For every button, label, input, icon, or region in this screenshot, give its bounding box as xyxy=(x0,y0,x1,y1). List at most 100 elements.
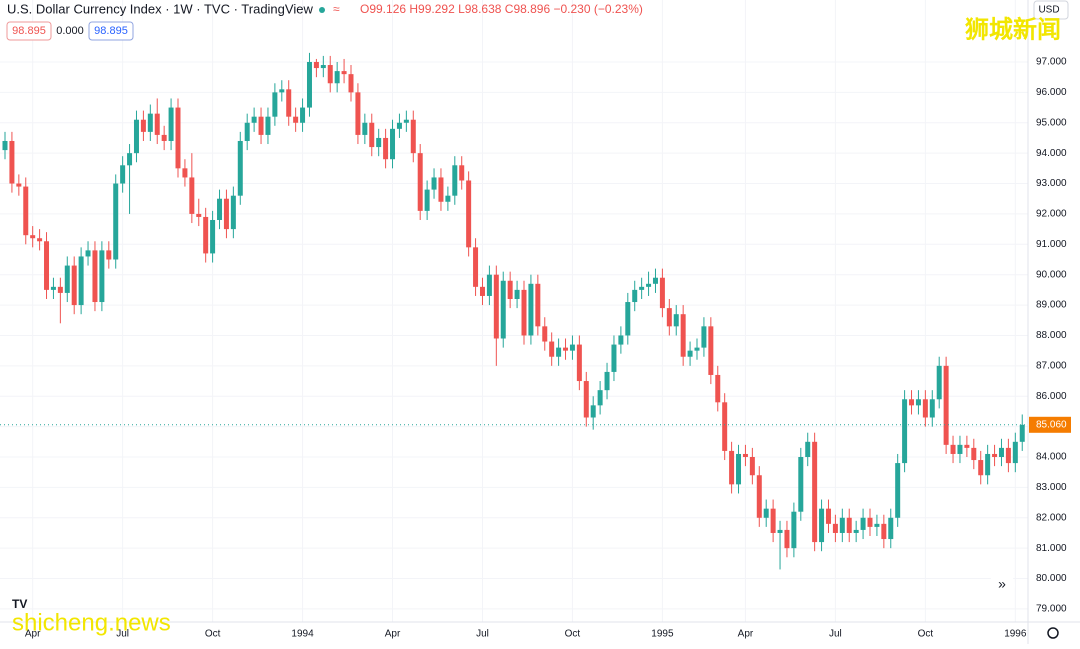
candle-body xyxy=(341,71,347,75)
candle-body xyxy=(286,89,292,117)
candle-body xyxy=(770,508,776,533)
candle-body xyxy=(293,116,299,123)
candle-body xyxy=(556,347,562,357)
candle-body xyxy=(680,314,686,357)
candle-body xyxy=(673,314,679,327)
candle-body xyxy=(431,177,437,190)
candle-body xyxy=(632,289,638,303)
candle-body xyxy=(569,344,575,351)
candle-body xyxy=(44,241,50,290)
candle-body xyxy=(196,213,202,217)
candle-body xyxy=(23,186,29,236)
x-tick-label: 1995 xyxy=(651,629,674,640)
candle-body xyxy=(846,517,852,533)
candle-body xyxy=(189,177,195,214)
candle-body xyxy=(30,235,36,239)
candle-body xyxy=(805,441,811,458)
candle-body xyxy=(2,140,8,151)
candle-body xyxy=(542,326,548,342)
candle-body xyxy=(244,122,250,141)
candle-body xyxy=(355,92,361,135)
candle-body xyxy=(998,447,1004,458)
candle-body xyxy=(369,122,375,148)
x-tick-label: Apr xyxy=(385,629,401,640)
candle-body xyxy=(403,119,409,123)
candle-body xyxy=(611,344,617,372)
candle-body xyxy=(666,308,672,327)
candles xyxy=(2,52,1025,570)
candle-body xyxy=(722,402,728,451)
buy-box[interactable] xyxy=(88,21,134,41)
candle-body xyxy=(729,450,735,485)
candle-body xyxy=(514,289,520,299)
candle-body xyxy=(140,119,146,132)
candle-body xyxy=(867,517,873,527)
candle-body xyxy=(466,180,472,248)
candle-body xyxy=(618,335,624,345)
candle-body xyxy=(396,122,402,129)
y-tick-label: 96.000 xyxy=(1036,87,1067,98)
candle-body xyxy=(701,326,707,348)
candle-body xyxy=(327,65,333,84)
candle-body xyxy=(300,107,306,123)
buy-price: 98.895 xyxy=(94,25,128,37)
wave-icon: ≈ xyxy=(333,2,340,16)
candle-body xyxy=(147,113,153,132)
x-tick-label: Oct xyxy=(918,629,934,640)
candle-body xyxy=(92,250,98,303)
candle-body xyxy=(749,457,755,476)
candle-body xyxy=(182,168,188,178)
candle-body xyxy=(715,374,721,403)
candle-body xyxy=(230,195,236,230)
candle-body xyxy=(736,453,742,485)
candle-body xyxy=(279,89,285,93)
candle-body xyxy=(784,529,790,549)
x-tick-label: Jul xyxy=(476,629,489,640)
watermark-en: shicheng.news xyxy=(12,609,171,636)
x-tick-label: Oct xyxy=(205,629,221,640)
y-tick-label: 93.000 xyxy=(1036,178,1067,189)
tv-logo: TV xyxy=(12,597,27,611)
candle-body xyxy=(881,523,887,540)
y-tick-label: 87.000 xyxy=(1036,360,1067,371)
sell-box[interactable] xyxy=(6,21,52,41)
candle-body xyxy=(763,508,769,518)
grid xyxy=(0,0,1028,622)
status-dot xyxy=(319,7,325,13)
scroll-button[interactable] xyxy=(989,572,1015,598)
candle-body xyxy=(964,444,970,448)
candle-body xyxy=(500,280,506,339)
candle-body xyxy=(950,444,956,454)
candle-body xyxy=(106,250,112,260)
candle-body xyxy=(929,399,935,418)
x-tick-label: Jul xyxy=(829,629,842,640)
candle-body xyxy=(583,381,589,418)
candle-body xyxy=(486,274,492,296)
candle-body xyxy=(223,198,229,230)
candle-body xyxy=(909,399,915,406)
candle-body xyxy=(417,153,423,211)
candle-body xyxy=(853,529,859,533)
candle-body xyxy=(978,460,984,476)
candle-body xyxy=(383,137,389,160)
candle-body xyxy=(334,71,340,84)
candle-body xyxy=(943,365,949,445)
candle-body xyxy=(50,286,56,290)
watermark-cn: 狮城新闻 xyxy=(965,15,1061,43)
candle-body xyxy=(604,371,610,391)
currency-button[interactable] xyxy=(1033,0,1069,20)
settings-icon[interactable] xyxy=(1047,627,1059,639)
candle-body xyxy=(756,475,762,518)
candle-body xyxy=(459,165,465,181)
currency: USD xyxy=(1038,5,1059,16)
y-tick-label: 95.000 xyxy=(1036,117,1067,128)
candle-body xyxy=(839,517,845,533)
x-tick-label: Oct xyxy=(565,629,581,640)
candle-body xyxy=(113,183,119,260)
candle-body xyxy=(64,265,70,293)
candle-body xyxy=(694,347,700,351)
candle-body xyxy=(410,119,416,154)
y-tick-label: 94.000 xyxy=(1036,148,1067,159)
y-tick-label: 81.000 xyxy=(1036,543,1067,554)
candle-body xyxy=(1019,424,1025,442)
